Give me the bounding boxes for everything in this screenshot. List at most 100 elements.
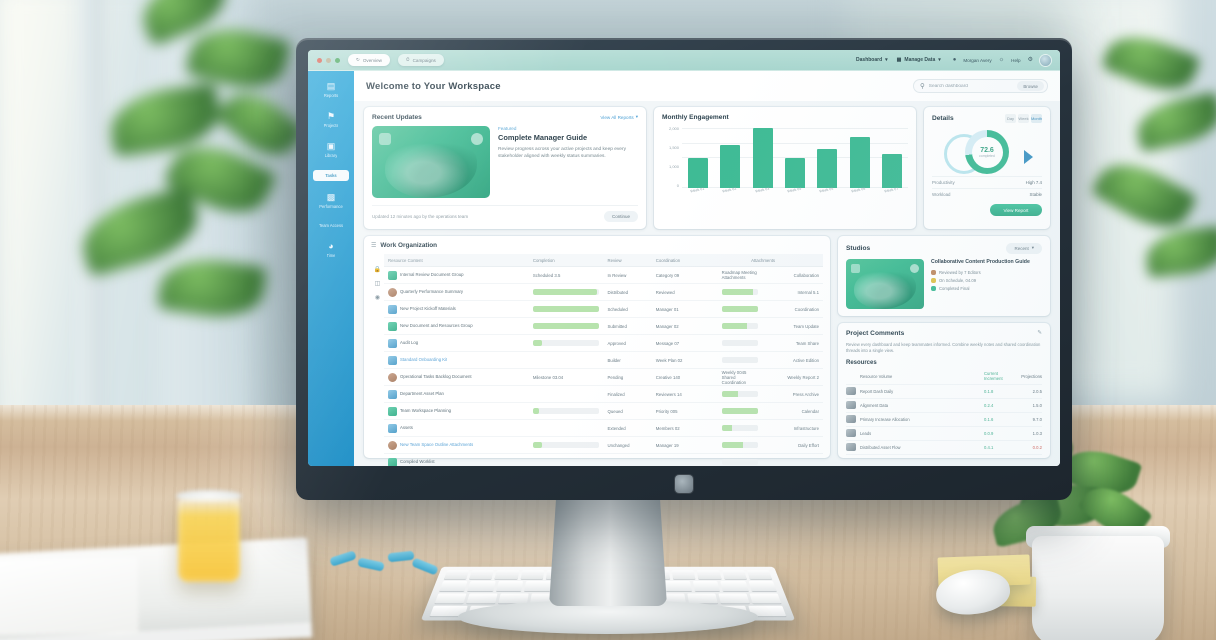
bar-column[interactable] xyxy=(811,126,843,188)
bar[interactable] xyxy=(784,158,805,188)
row-name-label[interactable]: Internal Review Document Group xyxy=(400,272,464,278)
column-header[interactable]: Review xyxy=(607,257,622,263)
resource-thumbnail xyxy=(846,387,856,396)
list-item[interactable]: Distributed Asset Flow 0.4.1 0.0.2 xyxy=(846,441,1042,455)
help-label[interactable]: Help xyxy=(1011,57,1021,63)
sidebar-item-team-access[interactable]: Team Access xyxy=(308,221,354,230)
maximize-icon[interactable] xyxy=(335,57,340,63)
row-name-label[interactable]: Audit Log xyxy=(400,340,419,346)
table-row[interactable]: New Project Kickoff Materials Scheduled Ma… xyxy=(384,301,823,318)
table-row[interactable]: New Team Space Outline Attachments Unchan… xyxy=(384,437,823,454)
table-row[interactable]: Internal Review Document Group Scheduled … xyxy=(384,267,823,284)
studios-thumbnail[interactable] xyxy=(846,259,924,309)
review-cell: Approved xyxy=(607,340,626,346)
row-name-label[interactable]: Compiled Worklist xyxy=(400,459,435,465)
table-row[interactable]: Quarterly Performance Summary Distributed… xyxy=(384,284,823,301)
resources-col-projections[interactable]: Projections xyxy=(1021,373,1042,379)
lock-icon[interactable]: 🔒 xyxy=(373,267,382,273)
settings-icon[interactable]: ⚙ xyxy=(1027,57,1033,63)
resources-col-name[interactable]: Resource Volume xyxy=(860,373,893,379)
table-row[interactable]: Compiled Worklist xyxy=(384,454,823,466)
menu-dashboard[interactable]: Dashboard ▾ xyxy=(856,57,888,63)
table-row[interactable]: Assets Extended Members 02 Infrastructure xyxy=(384,420,823,437)
row-name-label[interactable]: New Project Kickoff Materials xyxy=(400,306,456,312)
row-name-label[interactable]: Assets xyxy=(400,425,413,431)
sidebar-item-library[interactable]: ▣ Library xyxy=(308,140,354,160)
hero-continue-button[interactable]: Continue xyxy=(603,211,638,222)
bar-column[interactable] xyxy=(747,126,779,188)
row-name-cell: Standard Onboarding Kit xyxy=(384,354,529,367)
attachment-cell: Team Update xyxy=(793,323,819,329)
bar-column[interactable] xyxy=(714,126,746,188)
row-name-label[interactable]: Team Workspace Planning xyxy=(400,408,452,414)
menu-manage-data[interactable]: ▦ Manage Data ▾ xyxy=(897,57,941,63)
bar[interactable] xyxy=(688,158,709,188)
bar[interactable] xyxy=(720,145,741,188)
row-name-label[interactable]: Operational Tasks Backlog Document xyxy=(400,374,472,380)
table-row[interactable]: Standard Onboarding Kit Builder Week Plan … xyxy=(384,352,823,369)
segment-month[interactable]: Month xyxy=(1030,114,1043,123)
bar[interactable] xyxy=(752,128,773,188)
bar-column[interactable] xyxy=(779,126,811,188)
table-row[interactable]: Team Workspace Planning Queued Priority 00… xyxy=(384,403,823,420)
studios-filter-select[interactable]: Recent ▾ xyxy=(1006,243,1042,254)
hero-thumbnail[interactable] xyxy=(372,126,490,198)
row-name-label[interactable]: Quarterly Performance Summary xyxy=(400,289,464,295)
row-name-label[interactable]: New Document and Resources Group xyxy=(400,323,473,329)
tab-overview[interactable]: ↻ Overview xyxy=(348,54,391,66)
sidebar-item-projects[interactable]: ⚑ Projects xyxy=(308,110,354,130)
note-cell: Weekly 0045 Shared Coordination xyxy=(721,369,747,385)
close-icon[interactable] xyxy=(317,57,322,63)
table-row[interactable]: Department Asset Plan Finalized Reviewers … xyxy=(384,386,823,403)
view-all-reports-link[interactable]: View All Reports ▾ xyxy=(600,115,638,120)
traffic-lights[interactable] xyxy=(317,57,340,63)
segment-day[interactable]: Day xyxy=(1005,114,1016,123)
bar-column[interactable] xyxy=(682,126,714,188)
studios-bullet: Reviewed by 7 Editors xyxy=(931,270,1042,276)
bar[interactable] xyxy=(881,154,902,188)
sidebar-item-performance[interactable]: ▩ Performance xyxy=(308,191,354,211)
range-segmented-control[interactable]: Day Week Month xyxy=(1005,114,1042,123)
minimize-icon[interactable] xyxy=(326,57,331,63)
row-name-label[interactable]: Standard Onboarding Kit xyxy=(400,357,448,363)
archive-icon[interactable]: ◫ xyxy=(374,281,381,287)
bar[interactable] xyxy=(817,148,838,188)
table-row[interactable]: Operational Tasks Backlog Document Milest… xyxy=(384,369,823,386)
filter-icon[interactable]: ◉ xyxy=(374,295,381,301)
tab-campaigns[interactable]: ⏱ Campaigns xyxy=(398,54,444,66)
owner-cell: Message 07 xyxy=(655,340,680,346)
bar[interactable] xyxy=(849,137,870,188)
list-item[interactable]: Report Dash Daily 0.1.8 2.0.5 xyxy=(846,385,1042,399)
avatar[interactable] xyxy=(1040,54,1051,66)
column-header[interactable]: Attachments xyxy=(751,257,776,263)
bar-column[interactable] xyxy=(843,126,875,188)
thumbnail-play-icon xyxy=(471,133,483,145)
list-item[interactable]: Leads 0.0.9 1.0.3 xyxy=(846,427,1042,441)
column-header[interactable]: Completion xyxy=(532,257,555,263)
search-input[interactable]: ⚲ Search dashboard Browse xyxy=(913,79,1048,93)
sidebar-item-reports[interactable]: ▤ Reports xyxy=(308,80,354,100)
list-item[interactable]: Alignment Data 0.2.4 1.5.0 xyxy=(846,399,1042,413)
sidebar-item-time[interactable]: ◕ Time xyxy=(308,240,354,260)
sidebar-item-tasks[interactable]: Tasks xyxy=(313,170,349,181)
search-browse-button[interactable]: Browse xyxy=(1017,81,1044,91)
details-card-title: Details xyxy=(932,115,954,122)
bar-column[interactable] xyxy=(876,126,908,188)
row-name-label[interactable]: Department Asset Plan xyxy=(400,391,444,397)
table-row[interactable]: New Document and Resources Group Submitte… xyxy=(384,318,823,335)
progress-bar xyxy=(532,306,600,312)
column-header[interactable]: Resource Content xyxy=(388,257,423,263)
bell-icon[interactable]: ☼ xyxy=(998,57,1005,63)
segment-week[interactable]: Week xyxy=(1018,114,1029,123)
edit-icon[interactable]: ✎ xyxy=(1037,329,1042,336)
progress-fill xyxy=(532,289,597,295)
detail-value: High 7.4 xyxy=(1025,180,1042,185)
list-item[interactable]: Primary Increase Allocation 0.1.6 9.7.0 xyxy=(846,413,1042,427)
row-name-label[interactable]: New Team Space Outline Attachments xyxy=(400,442,474,448)
resources-col-current[interactable]: Current Increment xyxy=(984,371,1003,382)
table-row[interactable]: Audit Log Approved Message 07 Team Share xyxy=(384,335,823,352)
attachment-cell: Weekly Report 2 xyxy=(787,374,819,380)
view-report-button[interactable]: View Report xyxy=(990,204,1042,216)
column-header[interactable]: Coordination xyxy=(655,257,681,263)
sidebar-item-label: Library xyxy=(324,153,338,158)
